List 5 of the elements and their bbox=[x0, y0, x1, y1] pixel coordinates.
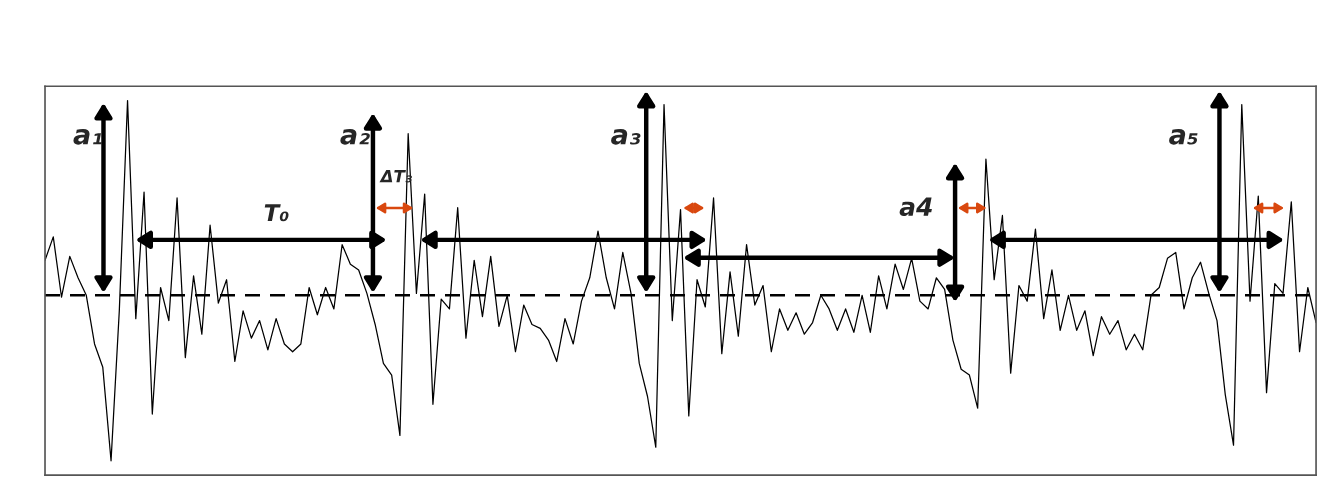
annotation: a₅ bbox=[1169, 129, 1198, 145]
annotation: a₃ bbox=[611, 129, 641, 145]
annotation: a₂ bbox=[340, 129, 370, 145]
annotation: a4 bbox=[899, 197, 932, 216]
annotation: T₀ bbox=[264, 204, 289, 222]
